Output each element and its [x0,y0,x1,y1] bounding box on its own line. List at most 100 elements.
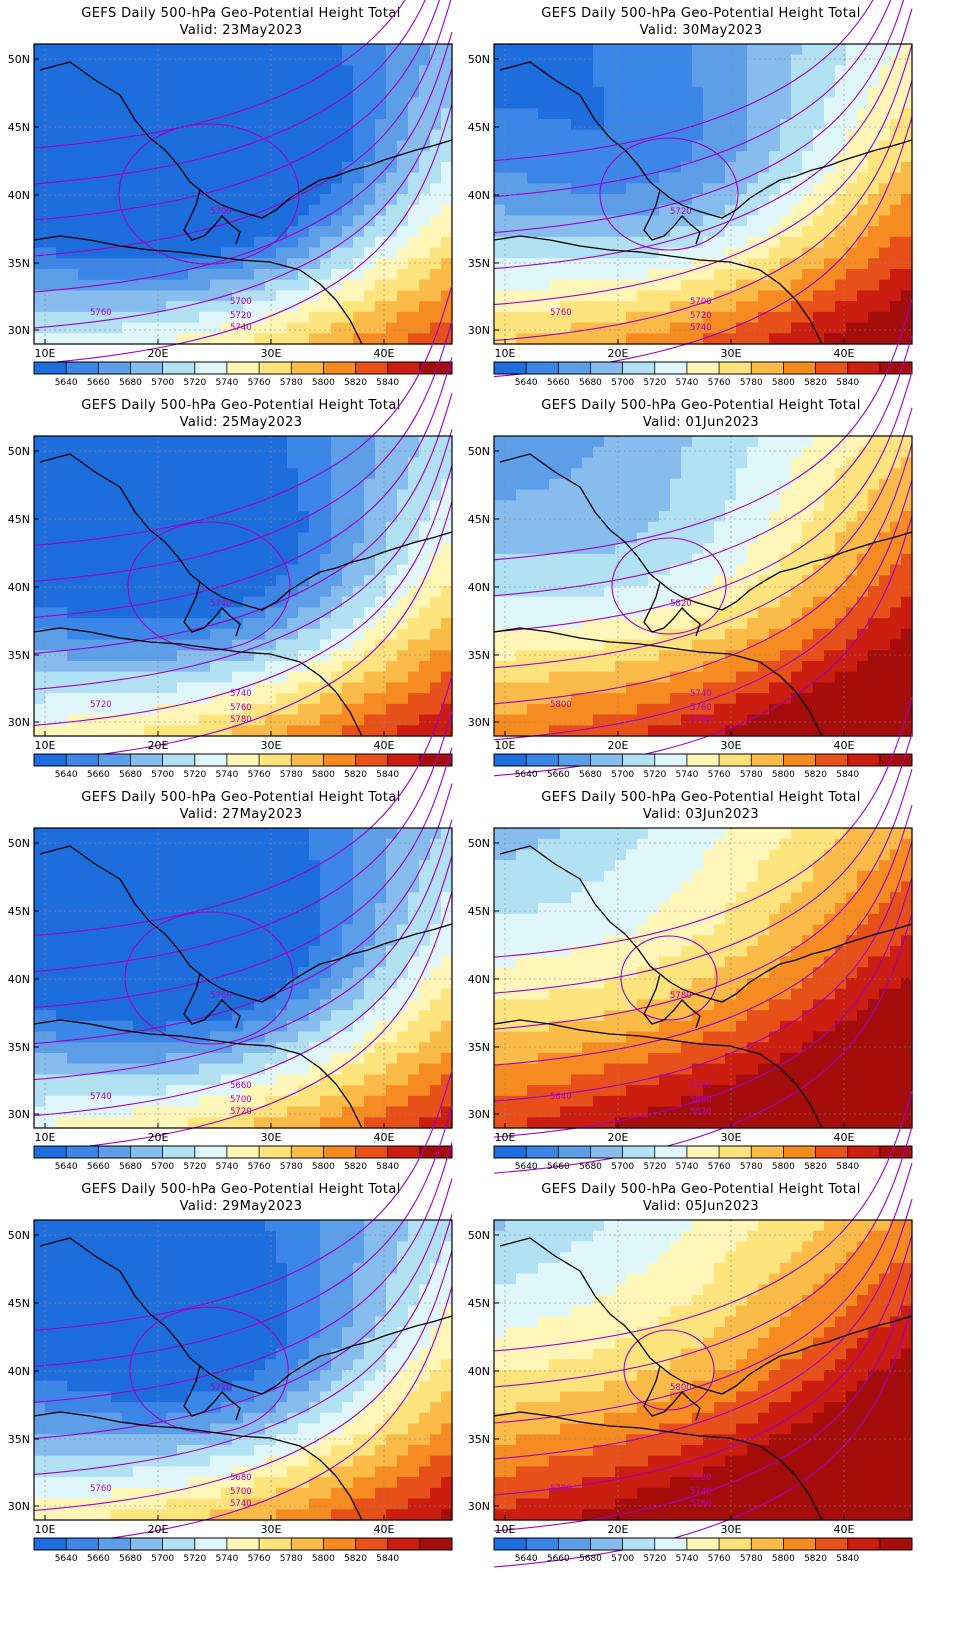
contour-label: 5720 [90,700,112,710]
lon-tick-label: 30E [261,1131,282,1144]
colorbar-swatch [815,1538,848,1550]
colorbar-swatch [719,754,752,766]
colorbar-label: 5640 [55,378,78,388]
geopotential-map: 5700 5720 5740 5760 5720 50N 45N 40N 35N 30N 10E 20… [468,0,913,388]
colorbar-swatch [622,362,656,374]
valid-date: Valid: 05Jun2023 [642,1199,760,1214]
colorbar-label: 5800 [312,378,335,388]
contour-label: 5800 [550,700,572,710]
lon-tick-label: 20E [608,347,629,360]
colorbar-label: 5800 [772,1554,795,1564]
colorbar-label: 5700 [611,1162,634,1172]
colorbar-label: 5680 [119,378,142,388]
lon-tick-label: 40E [374,1131,395,1144]
colorbar-label: 5700 [151,1554,174,1564]
colorbar-label: 5800 [312,1162,335,1172]
contour-label: 5840 [550,1092,572,1102]
colorbar-swatch [847,362,881,374]
colorbar-swatch [815,362,848,374]
contour-label: 5700 [230,1487,252,1497]
contour-label: 5720 [230,311,252,321]
colorbar-swatch [494,754,527,766]
colorbar-label: 5680 [579,1162,602,1172]
geopotential-map: 5680 5700 5740 5760 5720 50N 45N 40N 35N 30N 10E 20… [8,1070,453,1564]
valid-date: Valid: 03Jun2023 [642,807,760,822]
colorbar-swatch [34,754,67,766]
colorbar-swatch [323,1146,356,1158]
lon-tick-label: 10E [35,1131,56,1144]
colorbar-swatch [194,754,228,766]
colorbar-swatch [259,1538,292,1550]
lat-tick-label: 30N [8,716,30,729]
colorbar-swatch [719,1146,752,1158]
contour-label: 5800 [670,1383,692,1393]
colorbar-label: 5820 [344,1554,367,1564]
colorbar-label: 5720 [183,378,206,388]
colorbar-swatch [355,362,388,374]
colorbar-label: 5680 [119,1554,142,1564]
contour-label: 5780 [670,991,692,1001]
map-panel-23May2023: GEFS Daily 500-hPa Geo-Potential Height … [0,0,482,410]
colorbar-swatch [98,1538,131,1550]
valid-date: Valid: 25May2023 [179,415,303,430]
contour-label: 5740 [90,1092,112,1102]
map-panel-05Jun2023: GEFS Daily 500-hPa Geo-Potential Height … [460,1090,942,1586]
colorbar-swatch [686,362,720,374]
colorbar-swatch [98,754,131,766]
colorbar-label: 5800 [772,770,795,780]
colorbar-swatch [783,754,816,766]
colorbar-swatch [590,1146,623,1158]
colorbar-label: 5720 [183,1162,206,1172]
colorbar-label: 5760 [708,1162,731,1172]
map-panel-01Jun2023: GEFS Daily 500-hPa Geo-Potential Height … [460,299,942,802]
height-contours [33,285,453,762]
lon-tick-label: 10E [495,347,516,360]
colorbar-swatch [847,754,881,766]
colorbar-swatch [323,1538,356,1550]
geopotential-map: 5720 5740 5760 5780 5800 50N 45N 40N 35N 30N 10E 20… [468,1090,913,1568]
map-frame [33,435,453,737]
colorbar-label: 5740 [215,770,238,780]
contour-label: 5700 [230,1095,252,1105]
colorbar-label: 5740 [215,378,238,388]
graticule [34,44,452,344]
colorbar-swatch [355,754,388,766]
lon-tick-label: 30E [721,1523,742,1536]
lat-tick-label: 30N [8,324,30,337]
colorbar-swatch [494,1538,527,1550]
lat-tick-label: 45N [468,121,490,134]
contour-label: 5700 [210,207,232,217]
colorbar-swatch [194,1146,228,1158]
panel-title: GEFS Daily 500-hPa Geo-Potential Height … [81,790,401,805]
map-frame [493,827,913,1129]
colorbar-label: 5640 [515,770,538,780]
colorbar-label: 5680 [579,378,602,388]
colorbar-label: 5720 [643,1162,666,1172]
lat-tick-label: 35N [8,649,30,662]
colorbar-label: 5760 [248,1162,271,1172]
height-contours [493,1090,913,1568]
colorbar-label: 5740 [675,378,698,388]
colorbar-label: 5660 [547,770,570,780]
colorbar-swatch [259,1146,292,1158]
lat-tick-label: 30N [8,1500,30,1513]
colorbar-label: 5640 [515,1162,538,1172]
height-contours [493,697,913,1174]
colorbar-swatch [622,1538,656,1550]
colorbar-swatch [226,1146,260,1158]
panel-title: GEFS Daily 500-hPa Geo-Potential Height … [81,1182,401,1197]
map-panel-30May2023: GEFS Daily 500-hPa Geo-Potential Height … [460,0,942,410]
colorbar-label: 5720 [643,378,666,388]
contour-label: 5760 [230,703,252,713]
colorbar-label: 5840 [836,1554,859,1564]
colorbar-label: 5780 [280,378,303,388]
contour-label: 5760 [90,1484,112,1494]
geopotential-map: 5740 5760 5780 5720 5740 50N 45N 40N 35N 30N 10E 20… [8,285,453,780]
colorbar-swatch [130,362,163,374]
colorbar-swatch [130,754,163,766]
colorbar-label: 5840 [376,1162,399,1172]
lon-tick-label: 30E [261,1523,282,1536]
colorbar-swatch [751,754,784,766]
colorbar-label: 5700 [611,770,634,780]
colorbar-swatch [194,1538,228,1550]
